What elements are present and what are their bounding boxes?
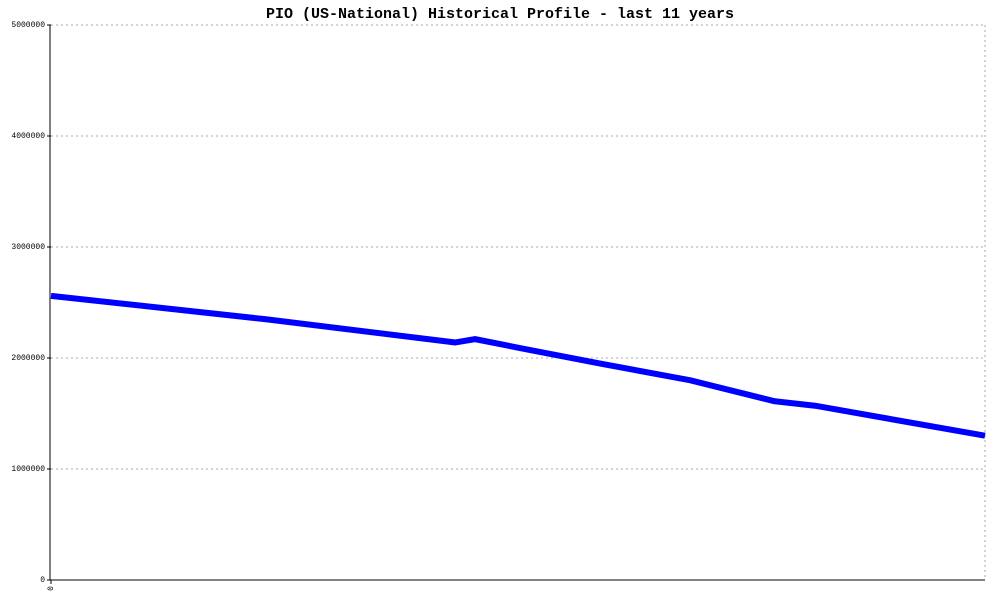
y-tick-label: 0 [40,576,45,585]
y-tick-label: 3000000 [11,243,45,252]
x-tick-label: 0 [47,586,56,591]
y-tick-label: 4000000 [11,132,45,141]
y-tick-label: 5000000 [11,21,45,30]
data-line [50,292,986,439]
chart-title: PIO (US-National) Historical Profile - l… [266,6,734,23]
y-tick-label: 2000000 [11,354,45,363]
y-tick-label: 1000000 [11,465,45,474]
